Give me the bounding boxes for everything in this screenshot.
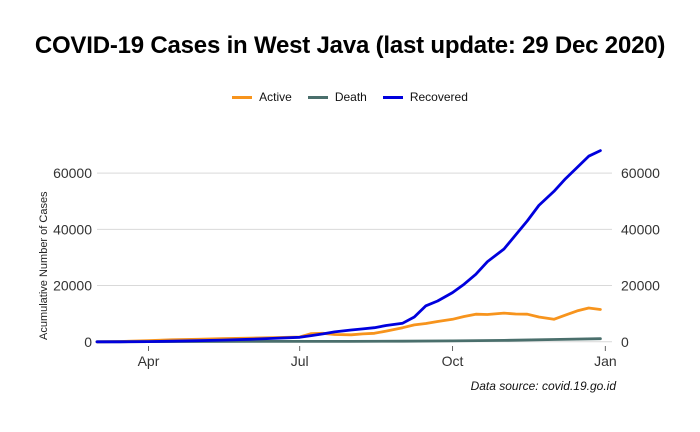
x-tick-label: Apr — [138, 353, 160, 369]
y-tick-label-left: 0 — [84, 334, 92, 350]
legend-label-recovered: Recovered — [409, 90, 468, 104]
series-line-recovered — [95, 149, 602, 344]
legend-item-death: Death — [307, 90, 367, 104]
x-tick-label: Oct — [442, 353, 464, 369]
chart-title: COVID-19 Cases in West Java (last update… — [34, 32, 666, 59]
source-note: Data source: covid.19.go.id — [470, 379, 616, 393]
legend-label-death: Death — [334, 90, 367, 104]
legend-swatch-death — [307, 95, 328, 99]
legend-item-active: Active — [232, 90, 292, 104]
x-tick-label: Jan — [594, 353, 617, 369]
y-tick-label-right: 40000 — [621, 221, 660, 237]
y-tick-label-left: 60000 — [53, 165, 92, 181]
legend-swatch-active — [232, 95, 253, 99]
y-tick-label-right: 60000 — [621, 165, 660, 181]
y-tick-label-left: 40000 — [53, 221, 92, 237]
y-tick-label-left: 20000 — [53, 278, 92, 294]
legend-swatch-recovered — [382, 95, 403, 99]
legend-label-active: Active — [259, 90, 292, 104]
y-tick-label-right: 20000 — [621, 278, 660, 294]
legend: Active Death Recovered — [0, 90, 700, 104]
legend-item-recovered: Recovered — [382, 90, 468, 104]
series-line-active — [95, 306, 602, 344]
y-tick-label-right: 0 — [621, 334, 629, 350]
y-axis-label: Acumulative Number of Cases — [38, 191, 50, 340]
x-tick-label: Jul — [291, 353, 309, 369]
series-line-death — [95, 337, 602, 344]
